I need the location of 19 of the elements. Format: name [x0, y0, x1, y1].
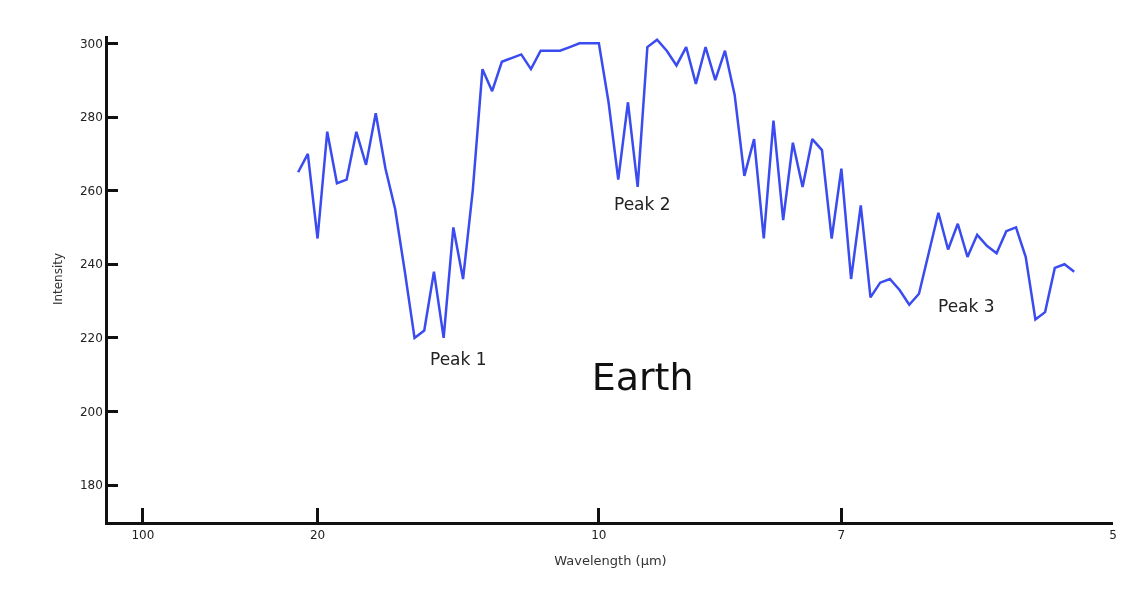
annotation: Peak 1: [430, 349, 487, 369]
x-tick-label: 20: [309, 528, 326, 543]
x-tick-label: 10: [591, 528, 607, 543]
x-axis-title: Wavelength (µm): [554, 552, 667, 568]
y-tick-label: 180: [79, 478, 103, 493]
text: Earth: [591, 354, 694, 399]
x-tick-label: 5: [1109, 528, 1117, 543]
annotation: Peak 3: [938, 296, 995, 316]
y-tick-label: 260: [79, 183, 103, 198]
line-series: [296, 38, 1076, 340]
x-tick-label: 7: [837, 528, 846, 543]
y-tick-label: 220: [79, 331, 103, 346]
y-tick-label: 280: [79, 110, 103, 125]
y-tick-label: 240: [79, 257, 103, 272]
y-axis-title: Intensity: [51, 252, 66, 306]
x-tick-label: 100: [131, 528, 155, 543]
y-tick-label: 200: [79, 404, 103, 419]
y-tick-label: 300: [79, 36, 103, 51]
annotation: Peak 2: [614, 194, 671, 214]
